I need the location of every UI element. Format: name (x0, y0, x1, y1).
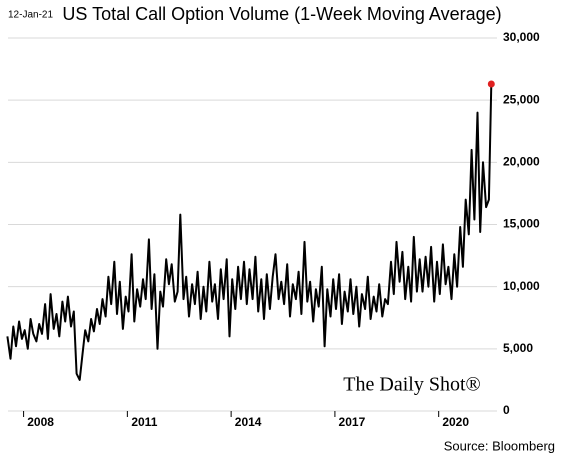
y-tick-label: 10,000 (503, 279, 540, 293)
x-tick-label: 2017 (339, 415, 366, 429)
y-tick-label: 20,000 (503, 155, 540, 169)
x-tick-label: 2020 (442, 415, 469, 429)
source: Source: Bloomberg (444, 438, 555, 453)
watermark: The Daily Shot® (343, 374, 480, 396)
chart-title: US Total Call Option Volume (1-Week Movi… (62, 4, 501, 24)
last-point (487, 80, 495, 88)
y-tick-label: 0 (503, 403, 510, 417)
y-tick-label: 30,000 (503, 30, 540, 44)
x-tick-label: 2011 (131, 415, 157, 429)
date-label: 12-Jan-21 (8, 10, 53, 21)
x-tick-label: 2008 (27, 415, 54, 429)
y-tick-label: 25,000 (503, 92, 540, 106)
y-tick-label: 5,000 (503, 341, 533, 355)
line (6, 83, 493, 381)
x-tick-label: 2014 (235, 415, 262, 429)
y-tick-label: 15,000 (503, 217, 540, 231)
